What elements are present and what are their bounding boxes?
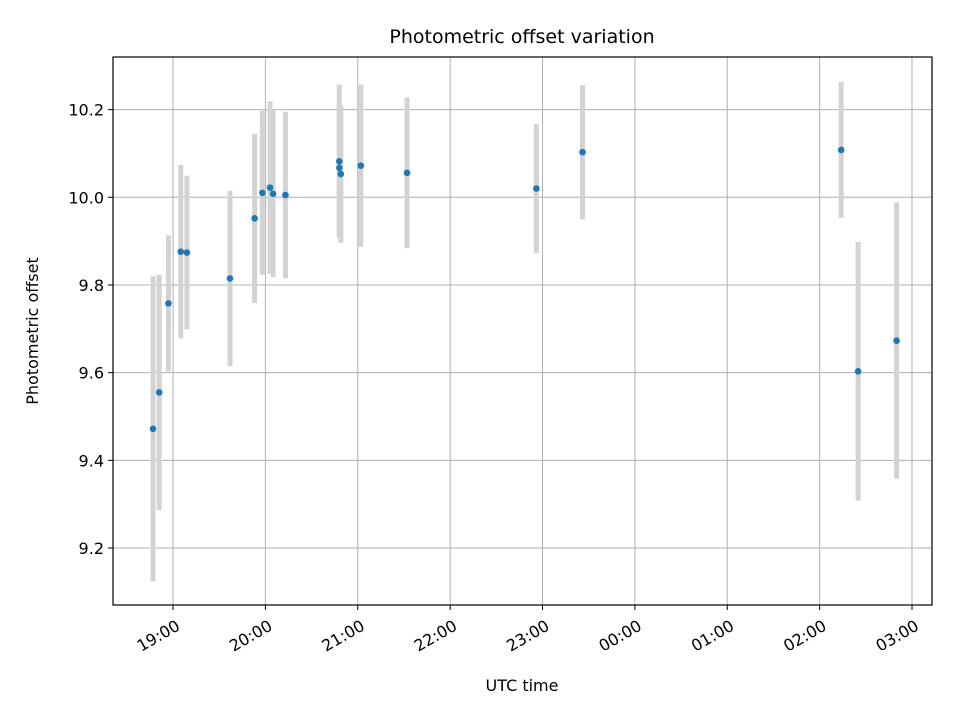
y-axis-ticks: 9.2 9.4 9.6 9.8 10.0 10.2 [68,101,113,558]
data-point [854,368,862,375]
x-tick-label: 22:00 [411,616,460,656]
data-point [893,337,900,344]
x-axis-label: UTC time [486,676,559,695]
error-bars [150,81,900,582]
y-axis-label: Photometric offset [23,257,42,405]
data-point [282,191,289,199]
x-tick-label: 21:00 [318,616,367,656]
data-point [266,184,274,191]
x-axis-ticks: 19:00 20:00 21:00 22:00 23:00 00:00 01:00 02:00… [134,605,922,656]
data-point [177,248,185,255]
data-point [837,146,845,154]
plot-frame [112,56,933,606]
data-point [155,389,163,396]
data-point [579,148,586,156]
x-tick-label: 02:00 [780,616,829,656]
x-tick-label: 01:00 [688,616,737,656]
x-tick-label: 19:00 [134,616,183,656]
x-tick-label: 03:00 [873,616,922,656]
data-point [165,300,172,307]
y-tick-label: 9.8 [79,276,104,295]
data-point [336,164,343,172]
data-point [226,275,234,282]
y-tick-label: 10.0 [68,188,104,207]
x-tick-label: 23:00 [503,616,552,656]
data-point [357,162,365,170]
data-point [533,185,540,192]
x-tick-label: 20:00 [226,616,275,656]
y-tick-label: 9.6 [79,364,104,383]
data-point [336,158,343,165]
y-tick-label: 9.2 [79,539,104,558]
x-tick-label: 00:00 [595,616,644,656]
data-point [337,170,345,178]
y-tick-label: 10.2 [68,101,104,120]
chart-title: Photometric offset variation [389,26,654,48]
y-tick-label: 9.4 [79,451,104,470]
grid [113,57,932,605]
data-point [251,215,258,222]
data-point [269,190,277,198]
data-point [259,189,266,197]
data-point [403,169,411,177]
data-point [149,425,157,433]
data-point [183,249,191,256]
data-points [149,146,900,433]
